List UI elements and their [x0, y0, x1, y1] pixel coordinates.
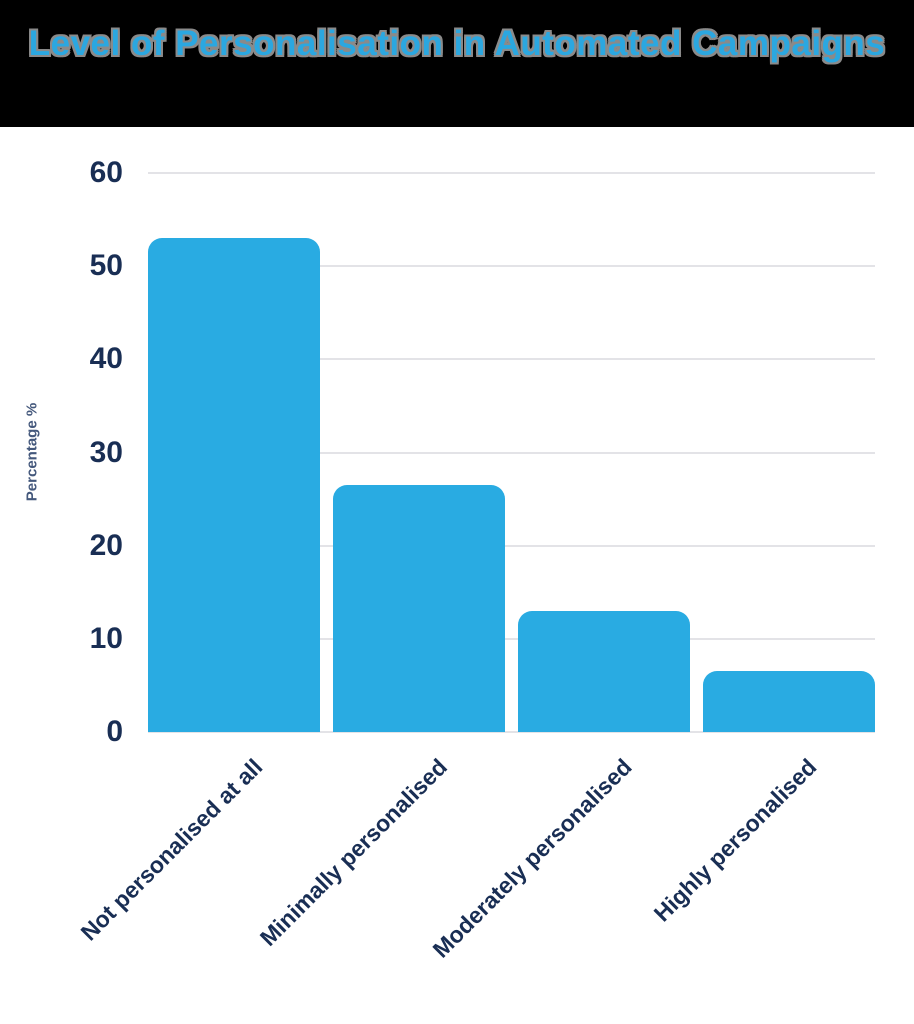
gridline-40: [148, 358, 875, 361]
chart-title: Level of Personalisation in Automated Ca…: [28, 24, 886, 63]
x-category-label-1: Not personalised at all: [75, 753, 267, 946]
y-tick-label-60: 60: [89, 156, 123, 189]
bar-2: [333, 485, 505, 732]
gridline-60: [148, 172, 875, 174]
gridline-20: [148, 544, 875, 547]
x-category-label-4: Highly personalised: [649, 753, 822, 927]
y-tick-label-30: 30: [89, 435, 123, 469]
gridline-10: [148, 637, 875, 640]
y-tick-label-10: 10: [89, 621, 123, 655]
gridline-30: [148, 451, 875, 454]
bar-3: [518, 610, 690, 732]
x-category-label-3: Moderately personalised: [427, 753, 637, 963]
plot-area: [148, 172, 875, 733]
y-tick-label-0: 0: [106, 715, 123, 748]
gridline-0: [148, 731, 875, 733]
y-tick-label-20: 20: [89, 528, 123, 562]
gridline-50: [148, 265, 875, 268]
bar-4: [703, 671, 875, 732]
x-category-label-2: Minimally personalised: [254, 753, 452, 951]
title-banner: Level of Personalisation in Automated Ca…: [0, 0, 914, 127]
y-tick-label-50: 50: [89, 249, 123, 283]
y-tick-label-40: 40: [89, 342, 123, 376]
bar-1: [148, 238, 320, 732]
